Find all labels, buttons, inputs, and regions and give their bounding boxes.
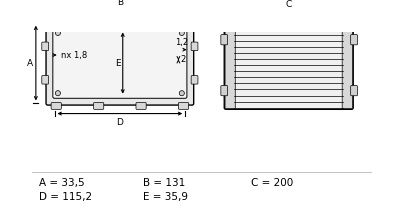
Text: E = 35,9: E = 35,9 xyxy=(143,192,188,202)
FancyBboxPatch shape xyxy=(191,42,198,50)
Bar xyxy=(146,17,152,23)
Bar xyxy=(96,17,102,23)
FancyBboxPatch shape xyxy=(42,42,48,50)
Bar xyxy=(121,17,127,23)
Text: nx 1,8: nx 1,8 xyxy=(61,50,88,60)
Bar xyxy=(53,17,59,23)
Text: E: E xyxy=(116,59,121,68)
Text: B = 131: B = 131 xyxy=(143,178,185,188)
FancyBboxPatch shape xyxy=(221,86,228,96)
Bar xyxy=(113,17,118,23)
Bar xyxy=(87,17,93,23)
Text: A = 33,5: A = 33,5 xyxy=(39,178,85,188)
Circle shape xyxy=(179,30,184,35)
Bar xyxy=(79,17,85,23)
FancyBboxPatch shape xyxy=(221,35,228,45)
Text: C = 200: C = 200 xyxy=(251,178,294,188)
Bar xyxy=(138,17,144,23)
Bar xyxy=(164,17,170,23)
FancyBboxPatch shape xyxy=(53,28,187,98)
FancyBboxPatch shape xyxy=(51,103,61,109)
FancyBboxPatch shape xyxy=(342,22,352,109)
Bar xyxy=(70,17,76,23)
Text: D: D xyxy=(116,118,123,127)
Text: A: A xyxy=(27,59,33,68)
Bar xyxy=(155,17,161,23)
FancyBboxPatch shape xyxy=(94,103,104,109)
FancyBboxPatch shape xyxy=(351,86,358,96)
FancyBboxPatch shape xyxy=(225,22,235,109)
Bar xyxy=(172,17,178,23)
FancyBboxPatch shape xyxy=(224,21,353,109)
Text: 2: 2 xyxy=(180,55,185,64)
FancyBboxPatch shape xyxy=(42,76,48,84)
FancyBboxPatch shape xyxy=(136,103,146,109)
Bar xyxy=(62,17,68,23)
Circle shape xyxy=(55,91,60,96)
Circle shape xyxy=(179,91,184,96)
Text: D = 115,2: D = 115,2 xyxy=(39,192,92,202)
Bar xyxy=(130,17,136,23)
Text: C: C xyxy=(286,0,292,9)
Bar xyxy=(180,17,186,23)
FancyBboxPatch shape xyxy=(46,21,194,105)
FancyBboxPatch shape xyxy=(351,35,358,45)
FancyBboxPatch shape xyxy=(178,103,189,109)
Text: B: B xyxy=(117,0,123,7)
Circle shape xyxy=(55,30,60,35)
Text: 1,2: 1,2 xyxy=(175,38,188,47)
Bar xyxy=(104,17,110,23)
FancyBboxPatch shape xyxy=(191,76,198,84)
